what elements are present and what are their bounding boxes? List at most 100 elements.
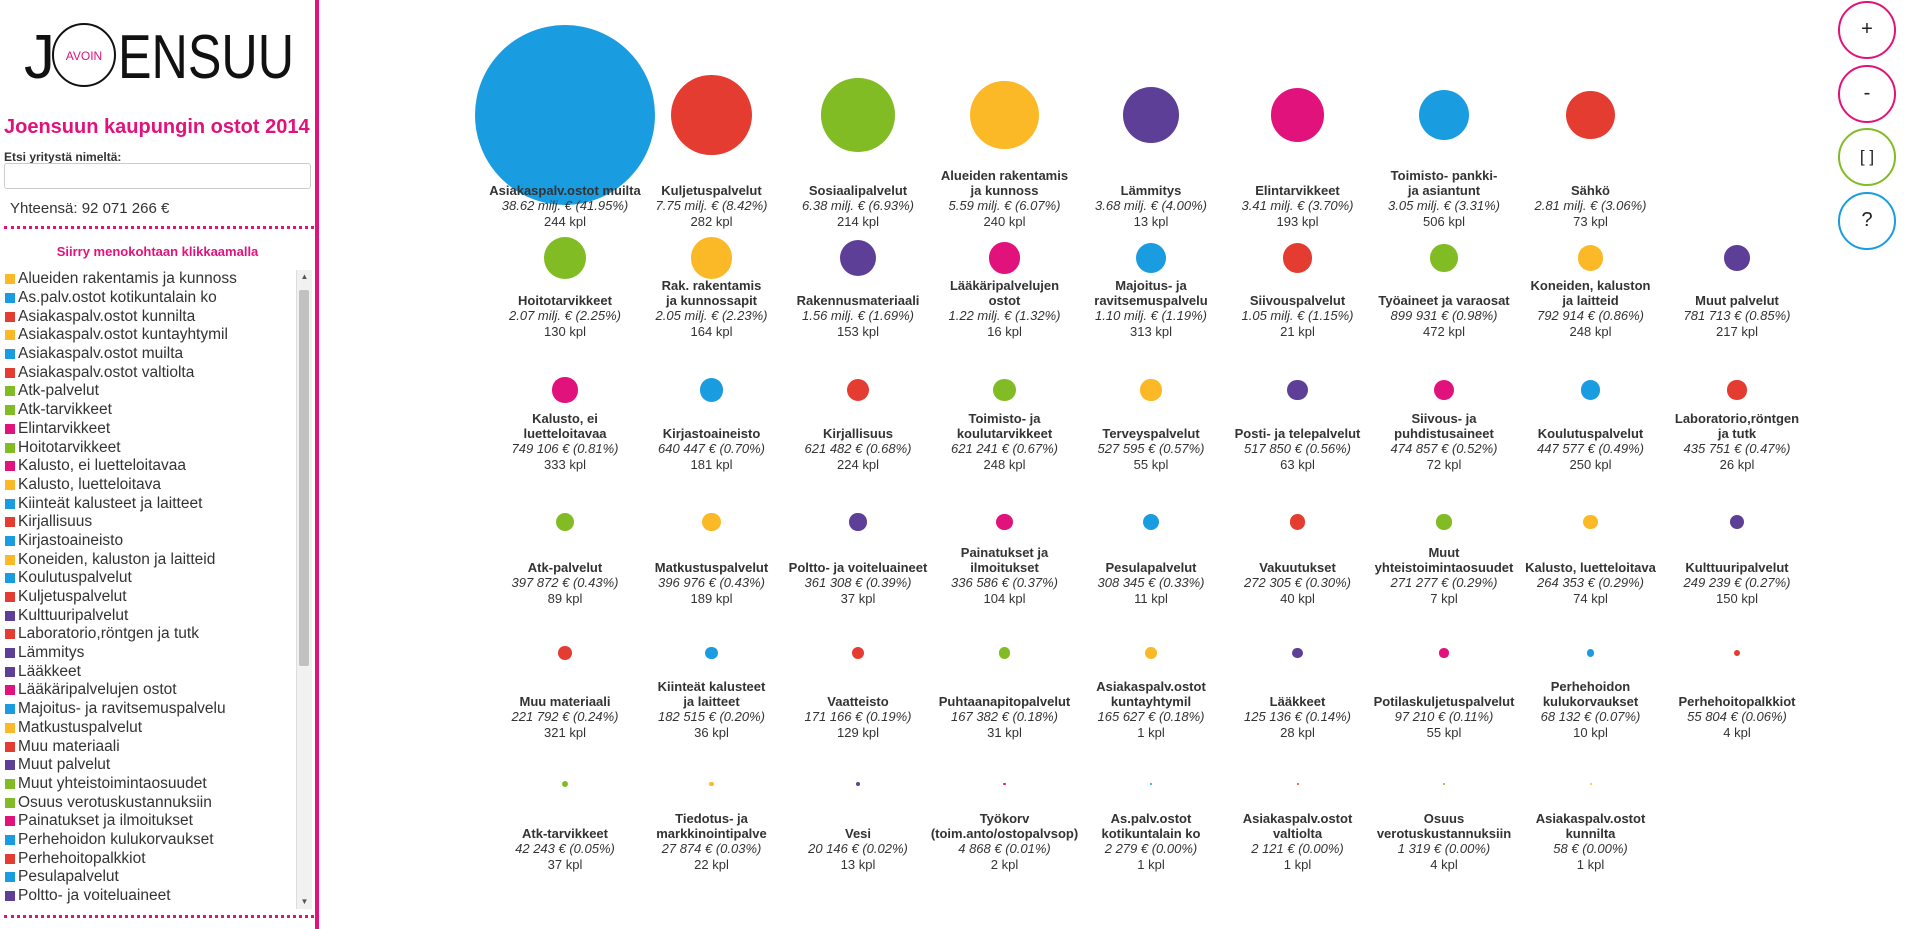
bubble-circle[interactable] bbox=[1733, 649, 1741, 657]
fit-view-button[interactable]: [ ] bbox=[1838, 128, 1896, 186]
category-list-item[interactable]: Kuljetuspalvelut bbox=[2, 588, 312, 607]
bubble-circle[interactable] bbox=[671, 74, 752, 156]
category-list-item[interactable]: Kalusto, ei luetteloitavaa bbox=[2, 457, 312, 476]
bubble-circle[interactable] bbox=[996, 513, 1013, 531]
category-list-item[interactable]: Perhehoitopalkkiot bbox=[2, 849, 312, 868]
category-list-item[interactable]: Majoitus- ja ravitsemuspalvelu bbox=[2, 700, 312, 719]
category-list-item[interactable]: Laboratorio,röntgen ja tutk bbox=[2, 625, 312, 644]
category-list-item[interactable]: Perhehoidon kulukorvaukset bbox=[2, 831, 312, 850]
bubble-circle[interactable] bbox=[558, 646, 572, 660]
search-input[interactable] bbox=[4, 163, 311, 189]
bubble-circle[interactable] bbox=[690, 237, 733, 279]
bubble-circle[interactable] bbox=[1443, 783, 1445, 785]
category-list-item[interactable]: Asiakaspalv.ostot kuntayhtymil bbox=[2, 326, 312, 345]
bubble-circle[interactable] bbox=[988, 242, 1021, 274]
bubble-circle[interactable] bbox=[552, 377, 578, 403]
category-list-item[interactable]: Kulttuuripalvelut bbox=[2, 606, 312, 625]
category-list-item[interactable]: Kiinteät kalusteet ja laitteet bbox=[2, 494, 312, 513]
bubble-circle[interactable] bbox=[1430, 244, 1458, 272]
bubble-circle[interactable] bbox=[1142, 513, 1160, 531]
category-list-item[interactable]: Atk-palvelut bbox=[2, 382, 312, 401]
category-list-item[interactable]: Kalusto, luetteloitava bbox=[2, 476, 312, 495]
bubble-circle[interactable] bbox=[1566, 90, 1615, 140]
category-list-item[interactable]: Muut yhteistoimintaosuudet bbox=[2, 775, 312, 794]
scroll-down-arrow-icon[interactable]: ▼ bbox=[300, 897, 309, 906]
bubble-circle[interactable] bbox=[1436, 514, 1452, 530]
category-list-item[interactable]: Lääkkeet bbox=[2, 662, 312, 681]
bubble-circle[interactable] bbox=[1577, 245, 1604, 271]
bubble-circle[interactable] bbox=[1123, 87, 1179, 143]
bubble-count: 506 kpl bbox=[1423, 214, 1465, 229]
bubble-circle[interactable] bbox=[1580, 380, 1601, 400]
bubble-circle[interactable] bbox=[1727, 380, 1747, 400]
category-list-item[interactable]: Poltto- ja voiteluaineet bbox=[2, 887, 312, 906]
category-list-item[interactable]: Koulutuspalvelut bbox=[2, 569, 312, 588]
logo-ring bbox=[52, 23, 116, 87]
category-list-item[interactable]: As.palv.ostot kotikuntalain ko bbox=[2, 289, 312, 308]
bubble-circle[interactable] bbox=[1724, 245, 1750, 271]
bubble-circle[interactable] bbox=[1296, 783, 1299, 785]
category-list-item[interactable]: Lämmitys bbox=[2, 644, 312, 663]
bubble-circle[interactable] bbox=[705, 646, 718, 660]
category-list-item[interactable]: Matkustuspalvelut bbox=[2, 719, 312, 738]
bubble-circle[interactable] bbox=[1150, 783, 1152, 785]
bubble-circle[interactable] bbox=[562, 781, 568, 787]
category-list-item[interactable]: Muut palvelut bbox=[2, 756, 312, 775]
category-list-item[interactable]: Osuus verotuskustannuksiin bbox=[2, 793, 312, 812]
bubble-circle[interactable] bbox=[1287, 379, 1308, 401]
bubble-circle[interactable] bbox=[998, 647, 1011, 659]
bubble-circle[interactable] bbox=[1145, 647, 1157, 659]
category-list-item[interactable]: Asiakaspalv.ostot valtiolta bbox=[2, 363, 312, 382]
bubble-circle[interactable] bbox=[702, 512, 721, 532]
bubble-circle[interactable] bbox=[1418, 89, 1470, 141]
zoom-in-button[interactable]: + bbox=[1838, 1, 1896, 59]
category-list-item[interactable]: Hoitotarvikkeet bbox=[2, 438, 312, 457]
category-list-scrollbar[interactable]: ▲ ▼ bbox=[296, 270, 312, 909]
bubble-circle[interactable] bbox=[1282, 243, 1313, 273]
bubble-circle[interactable] bbox=[544, 237, 586, 279]
category-list-item[interactable]: Painatukset ja ilmoitukset bbox=[2, 812, 312, 831]
category-list-item[interactable]: Elintarvikkeet bbox=[2, 420, 312, 439]
bubble-circle[interactable] bbox=[1135, 242, 1167, 274]
bubble-circle[interactable] bbox=[1583, 514, 1598, 530]
bubble-circle[interactable] bbox=[699, 378, 724, 402]
bubble-circle[interactable] bbox=[970, 80, 1039, 150]
bubble-circle[interactable] bbox=[839, 239, 877, 277]
category-list-item[interactable]: Alueiden rakentamis ja kunnoss bbox=[2, 270, 312, 289]
bubble-label: Rak. rakentamis ja kunnossapit 2.05 milj.… bbox=[632, 278, 792, 340]
bubble-circle[interactable] bbox=[852, 647, 864, 659]
category-list-item[interactable]: Kirjallisuus bbox=[2, 513, 312, 532]
bubble-circle[interactable] bbox=[846, 378, 870, 402]
bubble-circle[interactable] bbox=[555, 512, 575, 532]
bubble-circle[interactable] bbox=[1586, 649, 1595, 657]
category-list-item[interactable]: Koneiden, kaluston ja laitteid bbox=[2, 550, 312, 569]
bubble-circle[interactable] bbox=[1729, 514, 1745, 530]
bubble-circle[interactable] bbox=[1289, 514, 1306, 530]
scroll-thumb[interactable] bbox=[299, 290, 309, 666]
category-list-item[interactable]: Kirjastoaineisto bbox=[2, 532, 312, 551]
bubble-circle[interactable] bbox=[709, 781, 714, 787]
zoom-out-button[interactable]: - bbox=[1838, 65, 1896, 123]
bubble-circle[interactable] bbox=[1270, 88, 1325, 142]
bubble-circle[interactable] bbox=[1140, 379, 1162, 401]
bubble-circle[interactable] bbox=[1434, 380, 1454, 400]
category-list-item[interactable]: Asiakaspalv.ostot kunnilta bbox=[2, 307, 312, 326]
bubble-circle[interactable] bbox=[821, 78, 895, 152]
bubble-circle[interactable] bbox=[475, 25, 655, 205]
help-button[interactable]: ? bbox=[1838, 192, 1896, 250]
category-list-item[interactable]: Lääkäripalvelujen ostot bbox=[2, 681, 312, 700]
bubble-circle[interactable] bbox=[1589, 783, 1592, 785]
bubble-circle[interactable] bbox=[849, 513, 867, 531]
bubble-circle[interactable] bbox=[1292, 647, 1303, 659]
bubble-circle[interactable] bbox=[993, 378, 1016, 402]
category-list-item[interactable]: Pesulapalvelut bbox=[2, 868, 312, 887]
bubble-count: 248 kpl bbox=[983, 457, 1026, 472]
category-list-item[interactable]: Asiakaspalv.ostot muilta bbox=[2, 345, 312, 364]
bubble-circle[interactable] bbox=[855, 781, 861, 787]
scroll-up-arrow-icon[interactable]: ▲ bbox=[300, 272, 309, 281]
category-list-item[interactable]: Atk-tarvikkeet bbox=[2, 401, 312, 420]
bubble-circle[interactable] bbox=[1439, 648, 1449, 658]
bubble-circle[interactable] bbox=[1003, 782, 1006, 785]
category-list-item[interactable]: Muu materiaali bbox=[2, 737, 312, 756]
category-list[interactable]: Alueiden rakentamis ja kunnoss As.palv.os… bbox=[2, 270, 312, 909]
